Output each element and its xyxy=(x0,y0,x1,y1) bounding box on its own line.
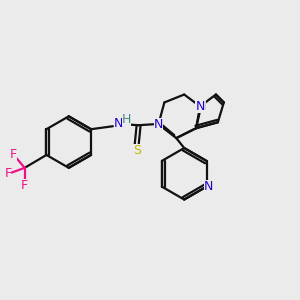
Text: F: F xyxy=(21,179,28,192)
Text: N: N xyxy=(114,117,124,130)
Text: N: N xyxy=(204,180,213,193)
Text: N: N xyxy=(196,100,206,113)
Text: F: F xyxy=(4,167,11,180)
Text: F: F xyxy=(10,148,17,161)
Text: N: N xyxy=(195,100,205,113)
Text: S: S xyxy=(133,143,141,157)
Text: H: H xyxy=(122,113,131,126)
Text: N: N xyxy=(154,118,163,131)
Text: N: N xyxy=(154,118,163,131)
